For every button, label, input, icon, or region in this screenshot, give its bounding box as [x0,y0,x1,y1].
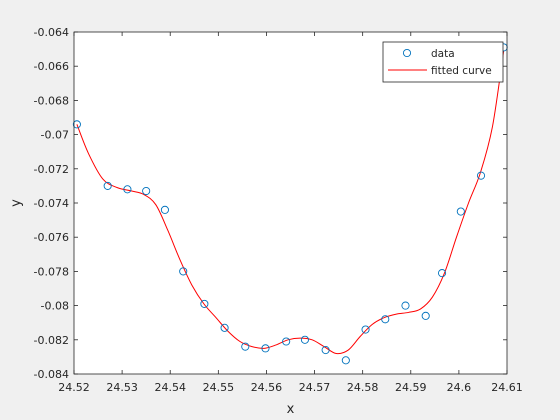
x-axis-label: x [287,402,295,417]
fitted-curve-layer [76,50,505,355]
data-point [456,207,465,216]
x-tick-label: 24.57 [299,381,331,394]
x-tick-label: 24.58 [347,381,379,394]
data-point [72,120,81,129]
data-point [220,323,229,332]
data-point [421,311,430,320]
data-point [437,269,447,278]
data-point [200,299,209,308]
x-tick-label: 24.6 [447,381,472,394]
data-markers-layer [72,43,508,365]
data-point [361,325,370,334]
fitted-curve-line [76,50,505,355]
data-point [160,205,169,214]
y-tick-label: -0.084 [34,368,69,381]
data-point [282,337,291,346]
data-point [103,181,112,190]
y-tick-label: -0.064 [34,26,69,39]
legend-box [382,41,504,83]
data-point [401,301,410,310]
legend-data-marker [402,48,412,58]
y-axis-label: y [9,199,24,207]
x-tick-label: 24.53 [106,381,138,394]
y-tick-label: -0.074 [34,197,69,210]
data-point [241,342,250,351]
x-tick-label: 24.55 [203,381,235,394]
legend: data fitted curve [382,41,504,83]
y-tick-label: -0.078 [34,265,69,278]
data-point [321,346,330,355]
x-tick-label: 24.61 [491,381,523,394]
x-tick-label: 24.54 [154,381,186,394]
plot-area [74,32,507,374]
data-point [261,344,270,353]
legend-curve-label: fitted curve [431,65,492,77]
data-point [179,267,188,276]
y-tick-label: -0.076 [34,231,69,244]
data-point [476,171,486,180]
data-point [341,356,350,365]
x-tick-label: 24.56 [251,381,283,394]
y-tick-label: -0.068 [34,94,69,107]
data-point [123,185,132,194]
y-tick-label: -0.082 [34,334,69,347]
legend-data-label: data [431,48,455,60]
x-tick-label: 24.59 [395,381,427,394]
y-tick-label: -0.08 [41,300,69,313]
data-point [381,315,390,324]
y-tick-label: -0.072 [34,163,69,176]
data-point [142,186,151,196]
data-point [300,335,309,344]
x-tick-label: 24.52 [58,381,90,394]
y-tick-label: -0.066 [34,60,69,73]
ticks-layer: 24.52 24.53 24.54 24.55 24.56 24.57 24.58 24.59… [34,26,523,394]
y-tick-label: -0.07 [41,129,69,142]
